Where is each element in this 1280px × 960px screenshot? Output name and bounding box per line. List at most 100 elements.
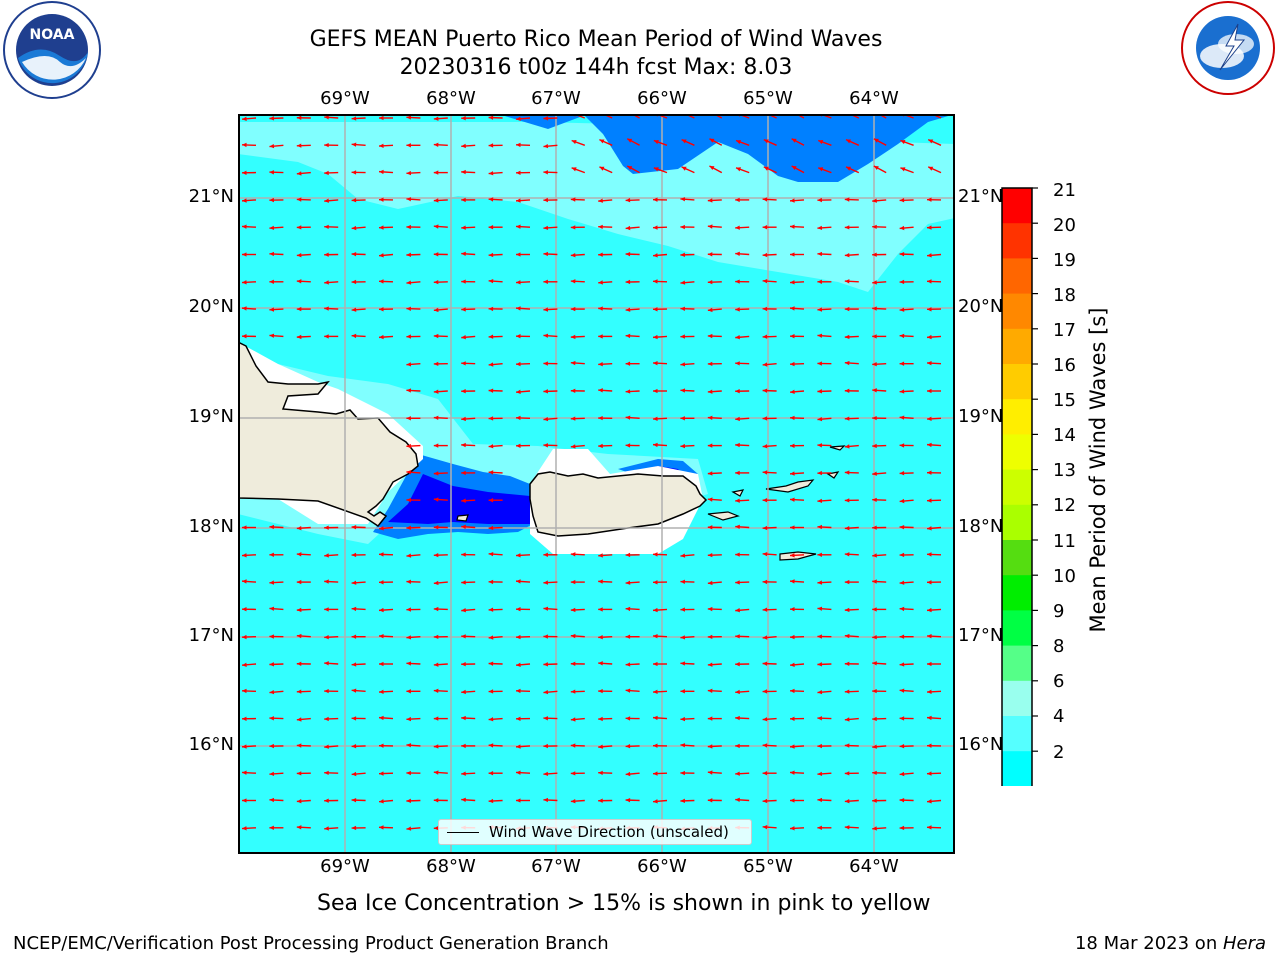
wave-direction-arrowhead [269, 689, 275, 695]
wave-direction-arrowhead [570, 552, 576, 557]
wave-direction-arrowhead [242, 607, 247, 612]
wave-direction-arrowhead [707, 716, 713, 721]
lat-label-right-16n: 16°N [958, 734, 1004, 755]
wave-direction-arrowhead [351, 142, 357, 147]
wave-direction-arrowhead [680, 306, 685, 311]
wave-direction-arrowhead [680, 579, 685, 584]
wave-direction-arrowhead [790, 415, 795, 421]
wave-direction-arrowhead [762, 717, 768, 722]
wave-direction-arrowhead [406, 334, 411, 339]
wave-direction-arrowhead [680, 416, 685, 421]
wave-direction-arrowhead [899, 552, 905, 558]
wave-direction-arrowhead [543, 333, 549, 338]
wave-direction-arrowhead [762, 416, 768, 421]
wave-direction-arrowhead [242, 688, 247, 694]
wave-direction-arrowhead [762, 579, 768, 585]
wave-direction-arrowhead [242, 770, 247, 775]
wave-direction-arrowhead [790, 744, 795, 749]
lat-label-right-17n: 17°N [958, 625, 1004, 646]
wave-direction-arrowhead [433, 443, 439, 448]
wave-direction-arrowhead [927, 771, 932, 776]
colorbar-tick-9: 9 [1053, 601, 1065, 622]
wave-direction-arrowhead [735, 388, 740, 394]
wave-direction-arrowhead [461, 498, 466, 503]
wave-direction-arrowhead [899, 606, 905, 612]
wave-direction-arrowhead [762, 362, 768, 367]
wave-direction-arrowhead [379, 689, 384, 694]
wave-direction-arrowhead [296, 607, 302, 613]
colorbar-segment [1002, 293, 1032, 330]
wave-direction-arrowhead [269, 251, 275, 257]
wave-direction-arrowhead [653, 140, 659, 145]
wave-direction-arrowhead [324, 198, 329, 203]
wave-direction-arrowhead [653, 607, 658, 613]
wave-direction-arrowhead [625, 716, 631, 721]
wave-direction-arrowhead [818, 167, 824, 172]
noaa-logo: NOAA [3, 1, 101, 99]
colorbar-tick-4: 4 [1053, 706, 1065, 727]
wave-direction-arrowhead [488, 334, 494, 339]
wave-direction-arrowhead [242, 280, 247, 285]
wave-direction-arrowhead [844, 252, 850, 258]
wave-direction-arrowhead [680, 388, 686, 393]
wave-direction-arrowhead [762, 743, 768, 748]
wave-direction-arrowhead [461, 524, 466, 530]
wave-direction-arrowhead [680, 224, 685, 230]
wave-direction-arrowhead [324, 525, 329, 530]
colorbar-segment [1002, 364, 1032, 400]
wave-direction-arrowhead [351, 307, 357, 312]
wave-direction-arrowhead [844, 306, 850, 312]
wave-direction-arrowhead [379, 799, 384, 804]
map-legend: Wind Wave Direction (unscaled) [438, 819, 752, 845]
wave-direction-arrowhead [899, 498, 905, 504]
wave-direction-arrowhead [707, 471, 713, 476]
wave-direction-arrowhead [242, 116, 247, 121]
wave-direction-arrowhead [488, 444, 494, 449]
wave-direction-arrowhead [653, 307, 658, 312]
wave-direction-arrowhead [762, 689, 768, 694]
wave-direction-arrowhead [379, 279, 384, 284]
wave-direction-arrowhead [817, 361, 822, 366]
wave-direction-arrowhead [433, 634, 439, 640]
wave-direction-arrowhead [324, 744, 329, 749]
wave-direction-arrowhead [844, 388, 850, 394]
land-virgin-islands [765, 479, 815, 493]
wave-direction-arrowhead [324, 334, 329, 339]
wave-direction-arrowhead [899, 279, 905, 285]
lat-label-left-20n: 20°N [188, 296, 234, 317]
wave-direction-arrowhead [488, 197, 494, 202]
wave-direction-arrowhead [680, 280, 686, 285]
wave-direction-arrowhead [570, 360, 576, 366]
wave-direction-arrowhead [543, 771, 549, 777]
wave-direction-arrowhead [269, 634, 274, 639]
wave-direction-arrowhead [433, 744, 439, 749]
footer-date-text: 18 Mar 2023 on [1074, 933, 1223, 954]
wave-direction-arrowhead [625, 389, 631, 394]
wave-direction-arrowhead [516, 224, 521, 229]
wave-direction-arrowhead [872, 224, 877, 230]
wave-direction-arrowhead [516, 252, 521, 257]
wave-direction-arrowhead [817, 225, 823, 231]
colorbar-title: Mean Period of Wind Waves [s] [1086, 307, 1110, 633]
wave-direction-arrowhead [817, 470, 822, 476]
wave-direction-arrowhead [351, 225, 357, 231]
wave-direction-arrowhead [351, 716, 357, 721]
wave-direction-arrowhead [406, 607, 411, 612]
wave-direction-arrowhead [762, 388, 768, 393]
colorbar-segment [1002, 258, 1032, 295]
wave-direction-arrowhead [872, 661, 877, 666]
wave-direction-arrowhead [598, 744, 603, 749]
wave-direction-arrowhead [844, 689, 850, 694]
wave-direction-arrowhead [817, 443, 822, 448]
lon-label-bottom-67w: 67°W [531, 856, 581, 877]
wave-direction-arrowhead [488, 498, 494, 503]
wave-direction-arrowhead [927, 388, 932, 394]
wave-direction-arrowhead [817, 662, 822, 667]
wave-direction-arrowhead [872, 415, 877, 421]
colorbar-segment [1002, 399, 1032, 435]
wave-direction-arrowhead [598, 635, 603, 640]
wave-direction-arrowhead [379, 607, 384, 613]
wave-direction-arrowhead [653, 552, 658, 557]
wave-direction-arrowhead [680, 798, 685, 804]
wave-direction-arrowhead [324, 798, 329, 803]
